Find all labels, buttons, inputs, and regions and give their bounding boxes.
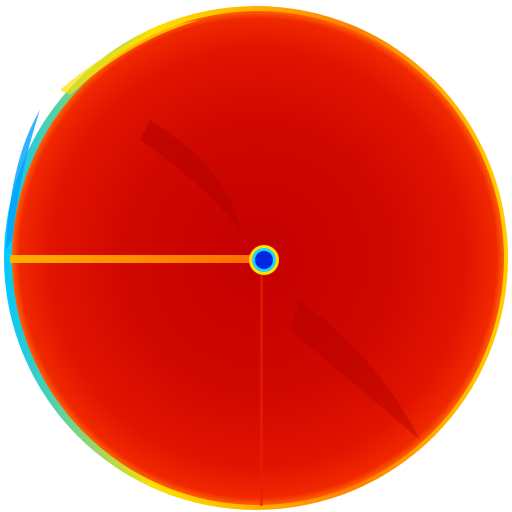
radial-line [260, 270, 263, 506]
dark-band [140, 120, 240, 230]
edge-yellow [60, 20, 200, 95]
edge-blue [6, 110, 40, 250]
dark-band [290, 300, 420, 440]
center-dot [255, 251, 273, 269]
radial-line [10, 255, 260, 263]
